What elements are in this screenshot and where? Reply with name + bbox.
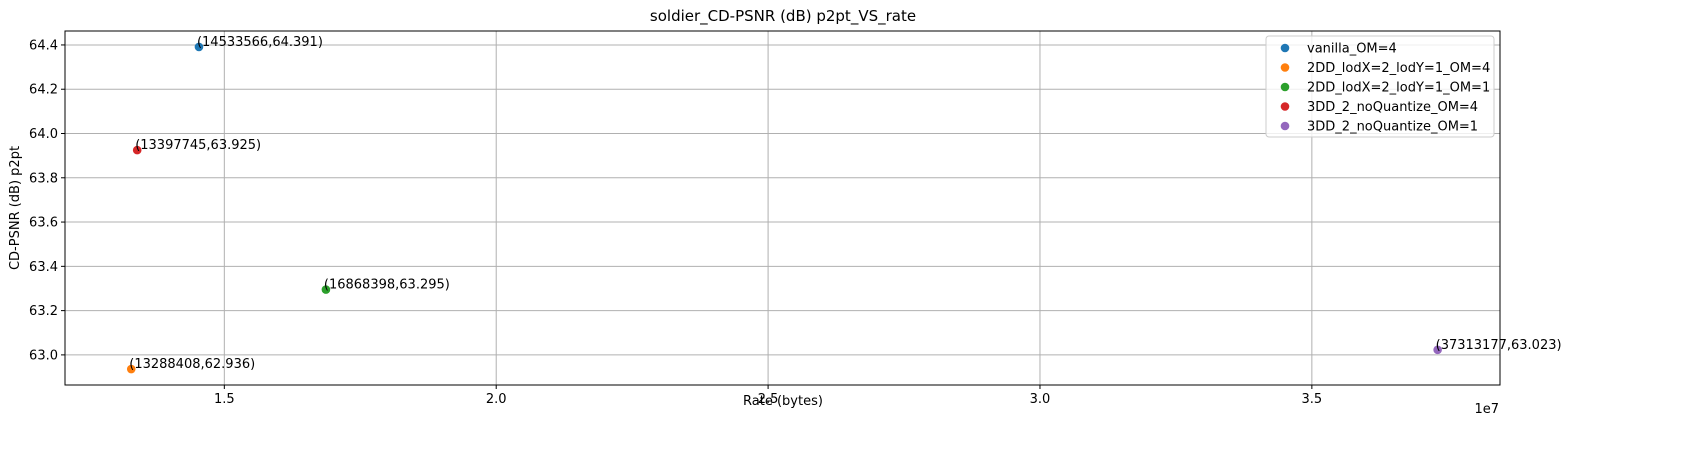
legend-marker (1280, 82, 1290, 92)
plot-area-frame (64, 30, 1501, 386)
legend-marker (1280, 43, 1290, 53)
point-label: (37313177,63.023) (1436, 338, 1562, 353)
y-tick-label: 63.8 (29, 171, 58, 186)
scatter-point (194, 42, 204, 52)
scatter-point (321, 285, 331, 294)
point-label: (14533566,64.391) (197, 35, 323, 50)
legend-items: vanilla_OM=4 2DD_lodX=2_lodY=1_OM=4 2DD_lo… (1280, 42, 1490, 135)
legend-label: 3DD_2_noQuantize_OM=4 (1307, 100, 1478, 115)
legend-marker (1280, 121, 1290, 131)
x-tick-label: 2.5 (758, 392, 779, 407)
grid-lines (65, 31, 1500, 385)
chart-title: soldier_CD-PSNR (dB) p2pt_VS_rate (650, 7, 916, 26)
legend-label: 3DD_2_noQuantize_OM=1 (1307, 120, 1478, 135)
x-tick-label: 3.0 (1030, 392, 1051, 407)
data-points (126, 42, 1442, 374)
data-labels: (14533566,64.391) (13288408,62.936) (16868… (129, 35, 1561, 372)
y-tick-label: 64.0 (29, 127, 58, 142)
legend-label: 2DD_lodX=2_lodY=1_OM=4 (1307, 61, 1490, 76)
legend-marker (1280, 102, 1290, 111)
legend-label: 2DD_lodX=2_lodY=1_OM=1 (1307, 81, 1490, 96)
legend-frame (1265, 35, 1495, 138)
scatter-point (1433, 345, 1442, 355)
x-axis-offset-label: 1e7 (1474, 402, 1499, 417)
point-label: (16868398,63.295) (324, 278, 450, 293)
x-axis-label: Rate (bytes) (743, 394, 823, 409)
scatter-point (126, 364, 136, 374)
y-tick-label: 63.4 (29, 260, 58, 275)
y-tick-label: 63.0 (29, 348, 58, 363)
axis-ticks: 1.5 2.0 2.5 3.0 3.5 63.0 63.2 63.4 63.6 63.8 64.0 6… (29, 38, 1322, 407)
y-axis-label: CD-PSNR (dB) p2pt (8, 146, 23, 270)
x-tick-label: 3.5 (1302, 392, 1323, 407)
y-tick-label: 64.4 (29, 38, 58, 53)
legend: vanilla_OM=4 2DD_lodX=2_lodY=1_OM=4 2DD_lo… (1265, 35, 1495, 138)
legend-marker (1280, 63, 1290, 72)
x-tick-label: 2.0 (486, 392, 507, 407)
y-tick-label: 64.2 (29, 83, 58, 98)
scatter-point (132, 145, 142, 155)
y-tick-label: 63.6 (29, 216, 58, 231)
point-label: (13397745,63.925) (135, 138, 261, 153)
x-tick-label: 1.5 (214, 392, 235, 407)
y-tick-label: 63.2 (29, 304, 58, 319)
point-label: (13288408,62.936) (129, 357, 255, 372)
legend-label: vanilla_OM=4 (1307, 42, 1397, 57)
